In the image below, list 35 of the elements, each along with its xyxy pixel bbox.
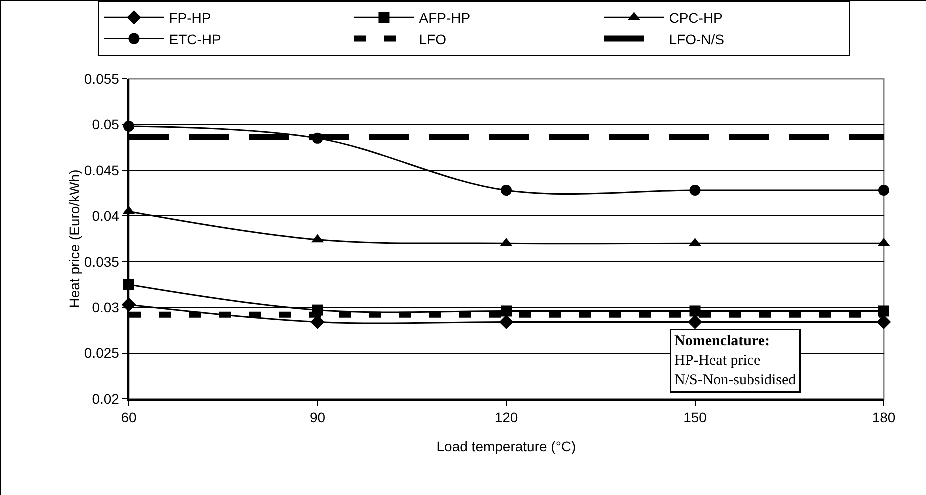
- point: [501, 306, 512, 317]
- annotation: Nomenclature:: [674, 334, 770, 350]
- point: [688, 315, 702, 330]
- point: [878, 306, 890, 317]
- point: [690, 185, 701, 196]
- y-tick-label: 0.025: [84, 345, 120, 362]
- point: [690, 306, 701, 317]
- legend-label: ETC-HP: [169, 31, 222, 48]
- y-tick-label: 0.05: [92, 116, 120, 133]
- x-tick-label: 120: [494, 410, 518, 426]
- x-tick-label: 60: [121, 410, 137, 426]
- y-axis-title: Heat price (Euro/kWh): [66, 170, 82, 308]
- y-tick-label: 0.04: [92, 208, 120, 224]
- y-tick-label: 0.045: [84, 162, 120, 178]
- legend-label: LFO: [419, 31, 447, 48]
- x-tick-label: 90: [310, 410, 326, 426]
- legend-label: FP-HP: [169, 10, 212, 26]
- legend-label: CPC-HP: [669, 10, 723, 26]
- y-tick-label: 0.035: [84, 254, 120, 270]
- x-axis-title: Load temperature (°C): [436, 438, 576, 454]
- y-tick-label: 0.055: [84, 70, 120, 87]
- legend-label: AFP-HP: [419, 10, 471, 26]
- annotation: N/S-Non-subsidised: [674, 372, 797, 388]
- point: [501, 185, 512, 196]
- annotation: HP-Heat price: [674, 353, 762, 369]
- point: [312, 304, 324, 316]
- point: [878, 185, 890, 196]
- x-tick-label: 150: [684, 410, 708, 426]
- x-tick-label: 180: [872, 410, 896, 426]
- y-tick-label: 0.02: [92, 390, 120, 407]
- point: [876, 315, 892, 330]
- point: [312, 132, 324, 144]
- y-tick-label: 0.03: [92, 299, 120, 316]
- point: [499, 315, 514, 330]
- legend-label: LFO-N/S: [669, 31, 724, 48]
